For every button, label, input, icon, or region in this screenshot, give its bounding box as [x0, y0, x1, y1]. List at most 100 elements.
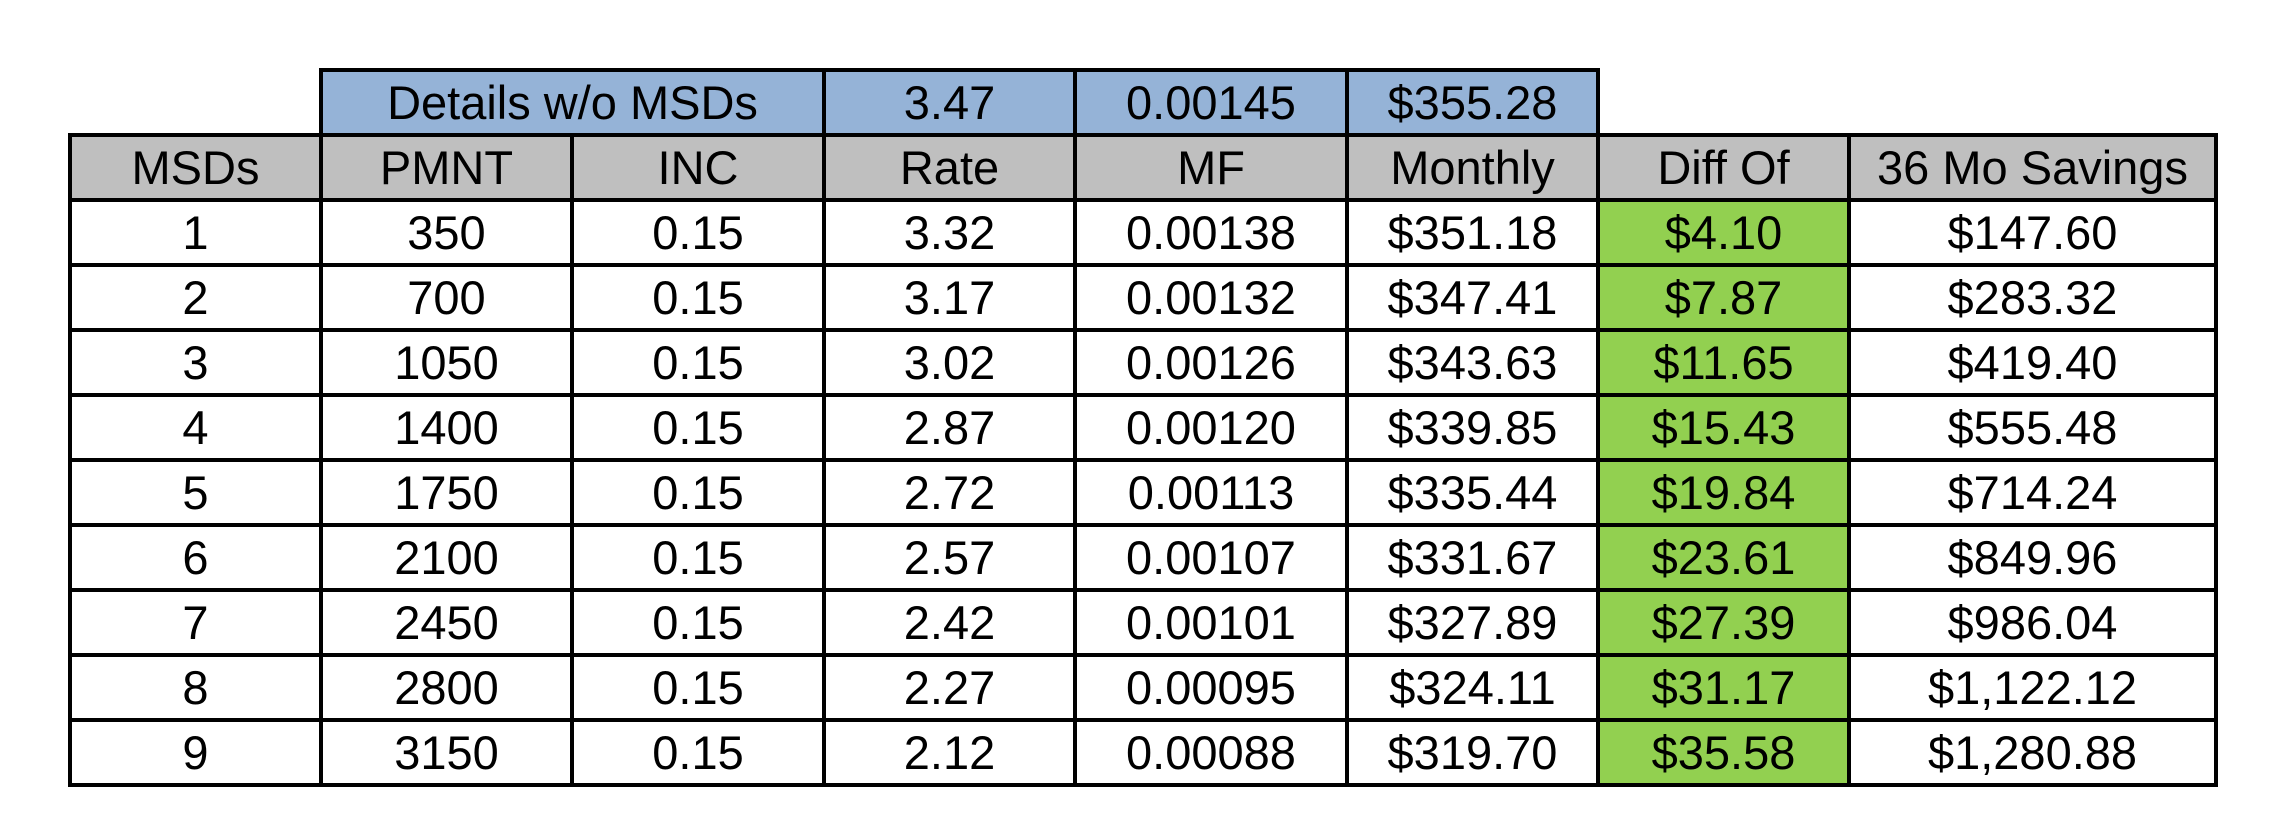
- diff-of-cell[interactable]: $7.87: [1596, 263, 1851, 332]
- rate-cell[interactable]: 2.42: [822, 588, 1077, 657]
- savings-cell[interactable]: $419.40: [1847, 328, 2218, 397]
- mf-cell[interactable]: 0.00095: [1073, 653, 1349, 722]
- table-row: 6 2100 0.15 2.57 0.00107 $331.67 $23.61 $849.96: [68, 523, 2218, 592]
- pmnt-cell[interactable]: 1400: [319, 393, 574, 462]
- msds-cell[interactable]: 4: [68, 393, 323, 462]
- monthly-cell[interactable]: $335.44: [1345, 458, 1600, 527]
- table-row: 3 1050 0.15 3.02 0.00126 $343.63 $11.65 $419.40: [68, 328, 2218, 397]
- mf-cell[interactable]: 0.00132: [1073, 263, 1349, 332]
- empty-cell: [1849, 70, 2216, 135]
- inc-cell[interactable]: 0.15: [570, 328, 826, 397]
- mf-cell[interactable]: 0.00088: [1073, 718, 1349, 787]
- mf-cell[interactable]: 0.00107: [1073, 523, 1349, 592]
- msds-cell[interactable]: 5: [68, 458, 323, 527]
- inc-cell[interactable]: 0.15: [570, 458, 826, 527]
- inc-cell[interactable]: 0.15: [570, 588, 826, 657]
- monthly-cell[interactable]: $327.89: [1345, 588, 1600, 657]
- rate-cell[interactable]: 3.17: [822, 263, 1077, 332]
- savings-cell[interactable]: $283.32: [1847, 263, 2218, 332]
- savings-cell[interactable]: $714.24: [1847, 458, 2218, 527]
- rate-cell[interactable]: 2.27: [822, 653, 1077, 722]
- empty-cell: [1598, 70, 1849, 135]
- rate-cell[interactable]: 2.12: [822, 718, 1077, 787]
- monthly-cell[interactable]: $324.11: [1345, 653, 1600, 722]
- header-monthly[interactable]: Monthly: [1345, 133, 1600, 202]
- header-row: MSDs PMNT INC Rate MF Monthly Diff Of 36…: [68, 133, 2218, 202]
- monthly-cell[interactable]: $331.67: [1345, 523, 1600, 592]
- header-diff-of[interactable]: Diff Of: [1596, 133, 1851, 202]
- mf-cell[interactable]: 0.00138: [1073, 198, 1349, 267]
- header-msds[interactable]: MSDs: [68, 133, 323, 202]
- table-row: 7 2450 0.15 2.42 0.00101 $327.89 $27.39 $986.04: [68, 588, 2218, 657]
- diff-of-cell[interactable]: $23.61: [1596, 523, 1851, 592]
- rate-cell[interactable]: 2.72: [822, 458, 1077, 527]
- savings-cell[interactable]: $849.96: [1847, 523, 2218, 592]
- header-pmnt[interactable]: PMNT: [319, 133, 574, 202]
- rate-cell[interactable]: 3.32: [822, 198, 1077, 267]
- monthly-cell[interactable]: $339.85: [1345, 393, 1600, 462]
- table-row: 5 1750 0.15 2.72 0.00113 $335.44 $19.84 $714.24: [68, 458, 2218, 527]
- summary-rate[interactable]: 3.47: [822, 68, 1077, 137]
- monthly-cell[interactable]: $343.63: [1345, 328, 1600, 397]
- diff-of-cell[interactable]: $27.39: [1596, 588, 1851, 657]
- summary-monthly[interactable]: $355.28: [1345, 68, 1600, 137]
- monthly-cell[interactable]: $347.41: [1345, 263, 1600, 332]
- header-rate[interactable]: Rate: [822, 133, 1077, 202]
- savings-cell[interactable]: $555.48: [1847, 393, 2218, 462]
- table-row: 9 3150 0.15 2.12 0.00088 $319.70 $35.58 $1,280.…: [68, 718, 2218, 787]
- rate-cell[interactable]: 2.87: [822, 393, 1077, 462]
- diff-of-cell[interactable]: $31.17: [1596, 653, 1851, 722]
- pmnt-cell[interactable]: 1050: [319, 328, 574, 397]
- msds-cell[interactable]: 3: [68, 328, 323, 397]
- mf-cell[interactable]: 0.00120: [1073, 393, 1349, 462]
- msds-cell[interactable]: 1: [68, 198, 323, 267]
- msds-cell[interactable]: 7: [68, 588, 323, 657]
- msds-cell[interactable]: 2: [68, 263, 323, 332]
- summary-mf[interactable]: 0.00145: [1073, 68, 1349, 137]
- header-inc[interactable]: INC: [570, 133, 826, 202]
- pmnt-cell[interactable]: 700: [319, 263, 574, 332]
- diff-of-cell[interactable]: $35.58: [1596, 718, 1851, 787]
- empty-cell: [70, 70, 321, 135]
- pmnt-cell[interactable]: 1750: [319, 458, 574, 527]
- table-row: 4 1400 0.15 2.87 0.00120 $339.85 $15.43 $555.48: [68, 393, 2218, 462]
- rate-cell[interactable]: 2.57: [822, 523, 1077, 592]
- inc-cell[interactable]: 0.15: [570, 263, 826, 332]
- pmnt-cell[interactable]: 2100: [319, 523, 574, 592]
- rate-cell[interactable]: 3.02: [822, 328, 1077, 397]
- msds-cell[interactable]: 6: [68, 523, 323, 592]
- pmnt-cell[interactable]: 2800: [319, 653, 574, 722]
- mf-cell[interactable]: 0.00126: [1073, 328, 1349, 397]
- monthly-cell[interactable]: $319.70: [1345, 718, 1600, 787]
- pmnt-cell[interactable]: 3150: [319, 718, 574, 787]
- inc-cell[interactable]: 0.15: [570, 653, 826, 722]
- header-mf[interactable]: MF: [1073, 133, 1349, 202]
- savings-cell[interactable]: $986.04: [1847, 588, 2218, 657]
- msd-savings-table: Details w/o MSDs 3.47 0.00145 $355.28 MS…: [68, 68, 2218, 787]
- data-rows: 1 350 0.15 3.32 0.00138 $351.18 $4.10 $147.60 2 7…: [68, 198, 2218, 787]
- diff-of-cell[interactable]: $4.10: [1596, 198, 1851, 267]
- msds-cell[interactable]: 8: [68, 653, 323, 722]
- header-36-mo-savings[interactable]: 36 Mo Savings: [1847, 133, 2218, 202]
- inc-cell[interactable]: 0.15: [570, 523, 826, 592]
- table-row: 8 2800 0.15 2.27 0.00095 $324.11 $31.17 $1,122.…: [68, 653, 2218, 722]
- summary-row: Details w/o MSDs 3.47 0.00145 $355.28: [70, 68, 2216, 137]
- diff-of-cell[interactable]: $15.43: [1596, 393, 1851, 462]
- msds-cell[interactable]: 9: [68, 718, 323, 787]
- savings-cell[interactable]: $147.60: [1847, 198, 2218, 267]
- pmnt-cell[interactable]: 350: [319, 198, 574, 267]
- inc-cell[interactable]: 0.15: [570, 718, 826, 787]
- pmnt-cell[interactable]: 2450: [319, 588, 574, 657]
- monthly-cell[interactable]: $351.18: [1345, 198, 1600, 267]
- table-row: 1 350 0.15 3.32 0.00138 $351.18 $4.10 $147.60: [68, 198, 2218, 267]
- savings-cell[interactable]: $1,280.88: [1847, 718, 2218, 787]
- inc-cell[interactable]: 0.15: [570, 198, 826, 267]
- diff-of-cell[interactable]: $11.65: [1596, 328, 1851, 397]
- diff-of-cell[interactable]: $19.84: [1596, 458, 1851, 527]
- inc-cell[interactable]: 0.15: [570, 393, 826, 462]
- mf-cell[interactable]: 0.00113: [1073, 458, 1349, 527]
- mf-cell[interactable]: 0.00101: [1073, 588, 1349, 657]
- summary-label[interactable]: Details w/o MSDs: [319, 68, 826, 137]
- savings-cell[interactable]: $1,122.12: [1847, 653, 2218, 722]
- table-row: 2 700 0.15 3.17 0.00132 $347.41 $7.87 $283.32: [68, 263, 2218, 332]
